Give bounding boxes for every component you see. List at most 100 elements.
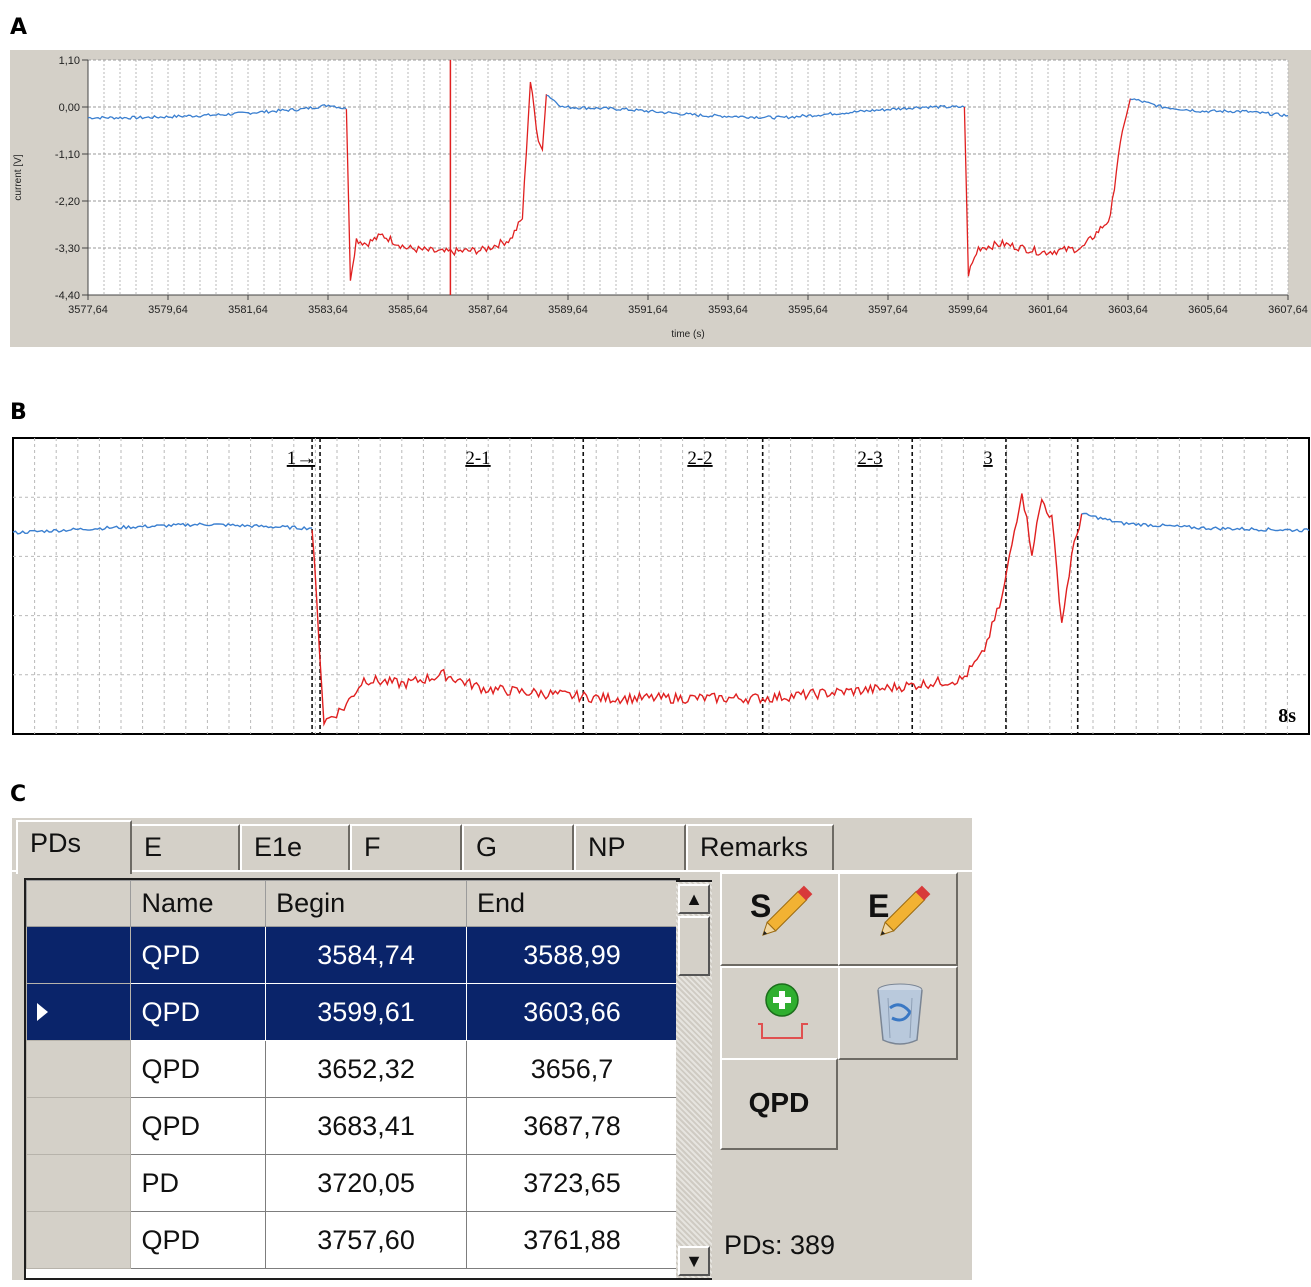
x-tick-label-a: 3585,64: [388, 304, 428, 316]
tab-e1e[interactable]: E1e: [240, 824, 350, 870]
table-row[interactable]: QPD 3757,60 3761,88: [26, 1211, 678, 1269]
tab-body: [12, 870, 978, 1282]
cell-begin[interactable]: 3584,74: [265, 926, 467, 984]
plot-area-a: [88, 60, 1288, 295]
cell-name[interactable]: QPD: [130, 926, 267, 984]
cell-name[interactable]: QPD: [130, 983, 267, 1041]
vertical-scrollbar[interactable]: ▲ ▼: [676, 880, 712, 1280]
row-indicator[interactable]: [26, 1211, 132, 1269]
cell-begin[interactable]: 3720,05: [265, 1154, 467, 1212]
x-tick-label-a: 3593,64: [708, 304, 748, 316]
tab-label: PDs: [30, 828, 82, 858]
y-axis-label-a: current [V]: [13, 154, 24, 200]
row-indicator[interactable]: [26, 926, 132, 984]
header-row: Name Begin End: [26, 880, 678, 927]
row-indicator[interactable]: [26, 1040, 132, 1098]
time-scale-label: 8s: [1278, 705, 1296, 727]
edit-end-button[interactable]: E: [838, 872, 958, 966]
column-header-end[interactable]: End: [466, 880, 678, 927]
phase-label: 1→: [287, 448, 316, 469]
cell-end[interactable]: 3603,66: [466, 983, 678, 1041]
column-header-begin[interactable]: Begin: [265, 880, 467, 927]
trace-segment-b: [311, 493, 1083, 727]
x-tick-label-a: 3591,64: [628, 304, 668, 316]
cell-name[interactable]: PD: [130, 1154, 267, 1212]
panel-label-b: B: [10, 400, 27, 425]
qpd-button[interactable]: QPD: [720, 1058, 838, 1150]
scroll-down-arrow-icon[interactable]: ▼: [678, 1246, 710, 1276]
phase-label: 2-2: [687, 448, 712, 469]
tab-label: G: [476, 832, 498, 862]
pd-grid: Name Begin End QPD 3584,74 3588,99 QPD 3599,…: [24, 878, 680, 1280]
cell-name[interactable]: QPD: [130, 1097, 267, 1155]
x-tick-label-a: 3581,64: [228, 304, 268, 316]
pd-count: PDs: 389: [724, 1230, 836, 1260]
table-row[interactable]: PD 3720,05 3723,65: [26, 1154, 678, 1212]
x-tick-label-a: 3605,64: [1188, 304, 1228, 316]
trace-segment-a: [963, 98, 1132, 277]
cell-end[interactable]: 3656,7: [466, 1040, 678, 1098]
cell-end[interactable]: 3588,99: [466, 926, 678, 984]
tab-label: NP: [588, 832, 626, 862]
chart-b-svg: 1→ 2-1 2-2 2-3 3 8s: [12, 437, 1310, 735]
cell-begin[interactable]: 3757,60: [265, 1211, 467, 1269]
row-indicator[interactable]: [26, 1097, 132, 1155]
add-pd-button[interactable]: [720, 966, 840, 1060]
cell-begin[interactable]: 3652,32: [265, 1040, 467, 1098]
tab-f[interactable]: F: [350, 824, 462, 870]
cell-end[interactable]: 3687,78: [466, 1097, 678, 1155]
phase-label: 2-3: [857, 448, 882, 469]
pd-table-panel: PDs E E1e F G NP Remarks Name Begin End …: [12, 818, 978, 1280]
tab-remarks[interactable]: Remarks: [686, 824, 834, 870]
y-tick-label-a: 1,10: [59, 55, 80, 67]
current-row-arrow-icon: [37, 1002, 48, 1021]
y-tick-label-a: -4,40: [55, 290, 80, 302]
add-pd-icon: [758, 983, 808, 1039]
cell-name[interactable]: QPD: [130, 1040, 267, 1098]
cell-end[interactable]: 3761,88: [466, 1211, 678, 1269]
phase-label: 2-1: [465, 448, 490, 469]
tab-np[interactable]: NP: [574, 824, 686, 870]
table-row[interactable]: QPD 3652,32 3656,7: [26, 1040, 678, 1098]
edit-start-button[interactable]: S: [720, 872, 840, 966]
trace-segment-a: [87, 104, 347, 120]
scroll-thumb[interactable]: [678, 916, 710, 976]
tab-e[interactable]: E: [130, 824, 240, 870]
scroll-up-arrow-icon[interactable]: ▲: [678, 884, 710, 914]
x-tick-label-a: 3577,64: [68, 304, 108, 316]
tab-label: E1e: [254, 832, 303, 862]
row-indicator[interactable]: [26, 983, 132, 1041]
table-row[interactable]: QPD 3683,41 3687,78: [26, 1097, 678, 1155]
x-tick-label-a: 3589,64: [548, 304, 588, 316]
trace-segment-b: [1081, 512, 1310, 533]
trace-segment-b: [12, 522, 313, 535]
tab-label: E: [144, 832, 163, 862]
y-tick-label-a: -2,20: [55, 196, 80, 208]
x-axis-label-a: time (s): [671, 329, 704, 340]
panel-a-chart: 1,10 0,00 -1,10 -2,20 -3,30 -4,40 3577,64 3579,…: [10, 50, 1311, 347]
column-header-name[interactable]: Name: [130, 880, 267, 927]
x-tick-label-a: 3601,64: [1028, 304, 1068, 316]
x-tick-label-a: 3595,64: [788, 304, 828, 316]
cell-begin[interactable]: 3599,61: [265, 983, 467, 1041]
tab-g[interactable]: G: [462, 824, 574, 870]
tab-pds[interactable]: PDs: [16, 820, 132, 874]
tab-label: F: [364, 832, 381, 862]
panel-label-a: A: [10, 15, 28, 40]
row-indicator[interactable]: [26, 1154, 132, 1212]
chart-a-svg: 1,10 0,00 -1,10 -2,20 -3,30 -4,40 3577,64 3579,…: [13, 55, 1308, 340]
pencil-icon: [762, 885, 813, 936]
delete-pd-button[interactable]: [838, 966, 958, 1060]
y-tick-label-a: -3,30: [55, 243, 80, 255]
x-tick-label-a: 3597,64: [868, 304, 908, 316]
edit-end-label: E: [868, 888, 890, 924]
table-row[interactable]: QPD 3584,74 3588,99: [26, 926, 678, 984]
cell-end[interactable]: 3723,65: [466, 1154, 678, 1212]
phase-label: 3: [983, 448, 993, 469]
x-tick-label-a: 3587,64: [468, 304, 508, 316]
header-corner: [26, 880, 132, 927]
x-tick-label-a: 3579,64: [148, 304, 188, 316]
cell-name[interactable]: QPD: [130, 1211, 267, 1269]
table-row[interactable]: QPD 3599,61 3603,66: [26, 983, 678, 1041]
cell-begin[interactable]: 3683,41: [265, 1097, 467, 1155]
